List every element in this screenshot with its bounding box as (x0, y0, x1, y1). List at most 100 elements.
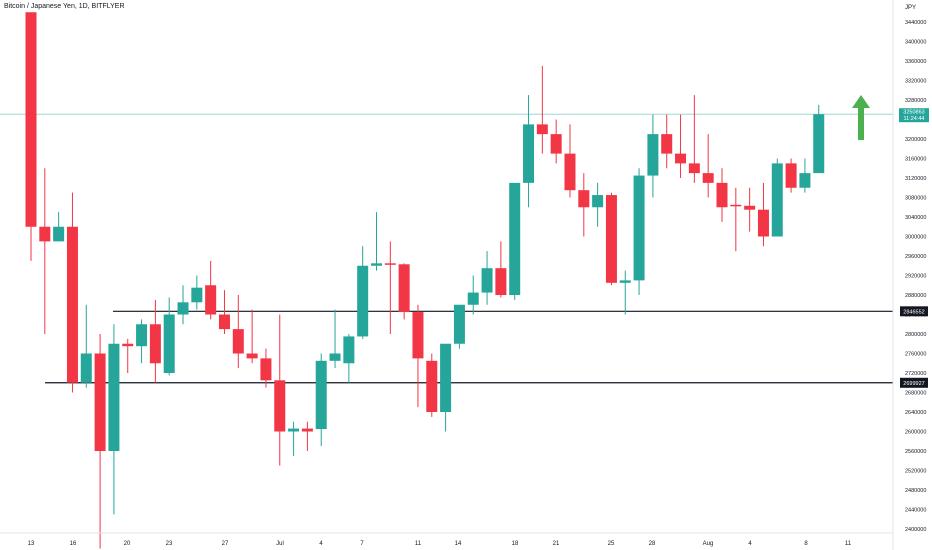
candle-body (702, 173, 714, 183)
candle-body (136, 324, 148, 347)
x-tick-label: 21 (553, 541, 560, 547)
candle-down[interactable] (66, 192, 78, 393)
up-arrow-annotation (852, 95, 870, 140)
candle-up[interactable] (453, 304, 465, 349)
candle-down[interactable] (301, 421, 313, 451)
candle-body (343, 336, 355, 364)
candle-down[interactable] (495, 241, 507, 298)
candle-up[interactable] (343, 334, 355, 383)
candle-body (605, 195, 617, 283)
y-tick-label: 2800000 (905, 332, 926, 338)
candle-down[interactable] (232, 295, 244, 369)
candle-down[interactable] (398, 263, 410, 320)
candle-down[interactable] (94, 334, 106, 549)
x-tick-label: 4 (319, 541, 323, 547)
candle-down[interactable] (661, 114, 673, 169)
candle-down[interactable] (688, 95, 700, 183)
y-tick-label: 2400000 (905, 527, 926, 533)
candle-body (688, 163, 700, 174)
candle-up[interactable] (329, 309, 341, 369)
candle-up[interactable] (108, 324, 120, 515)
candle-body (785, 163, 797, 188)
candle-down[interactable] (412, 304, 424, 408)
candle-down[interactable] (260, 348, 272, 388)
candle-down[interactable] (536, 65, 548, 154)
x-tick-label: 11 (415, 541, 422, 547)
y-tick-label: 3120000 (905, 176, 926, 182)
candle-down[interactable] (744, 187, 756, 232)
candle-down[interactable] (205, 260, 217, 320)
candle-down[interactable] (757, 182, 769, 247)
candle-down[interactable] (274, 314, 286, 466)
candle-down[interactable] (716, 168, 728, 222)
candle-up[interactable] (619, 270, 631, 315)
candle-up[interactable] (288, 421, 300, 456)
last-price-label: 3250863 11:24:44 (899, 108, 929, 123)
candle-body (495, 268, 507, 295)
candle-body (39, 226, 51, 242)
candle-body (205, 285, 217, 315)
candle-up[interactable] (177, 285, 189, 325)
candle-body (467, 292, 479, 305)
candle-down[interactable] (550, 119, 562, 164)
candle-up[interactable] (647, 114, 659, 198)
candle-body (619, 280, 631, 283)
x-axis-ticks[interactable]: 13 16 20 23 27 Jul 4 7 11 14 18 21 25 28 Aug 4 8 11 (28, 541, 852, 547)
candle-down[interactable] (39, 168, 51, 334)
candle-body (481, 268, 493, 293)
y-tick-label: 2680000 (905, 391, 926, 397)
x-tick-label: Jul (276, 541, 284, 547)
candle-down[interactable] (384, 241, 396, 334)
candle-down[interactable] (25, 12, 37, 261)
candle-down[interactable] (730, 187, 742, 252)
candle-up[interactable] (481, 251, 493, 305)
candle-body (177, 302, 189, 315)
candle-up[interactable] (53, 212, 65, 242)
y-tick-label: 3160000 (905, 157, 926, 163)
candle-up[interactable] (633, 168, 645, 295)
candle-up[interactable] (371, 212, 382, 271)
candle-body (633, 175, 645, 281)
candle-up[interactable] (191, 275, 203, 310)
candle-up[interactable] (315, 353, 327, 447)
candle-up[interactable] (592, 182, 604, 227)
up-arrow-icon[interactable] (852, 95, 870, 140)
candle-body (357, 265, 369, 337)
candle-down[interactable] (675, 114, 687, 178)
candle-body (66, 226, 78, 383)
level-label-box (900, 306, 928, 317)
candle-down[interactable] (785, 158, 797, 193)
y-tick-label: 2920000 (905, 274, 926, 280)
candle-body (675, 153, 687, 164)
candle-up[interactable] (163, 297, 175, 376)
candle-down[interactable] (702, 134, 714, 198)
x-tick-label: 23 (166, 541, 173, 547)
candle-down[interactable] (218, 290, 230, 334)
candle-down[interactable] (426, 353, 438, 417)
candle-up[interactable] (467, 275, 479, 315)
candle-down[interactable] (246, 309, 258, 364)
candle-down[interactable] (564, 124, 576, 198)
y-tick-label: 3400000 (905, 40, 926, 46)
x-tick-label: 8 (804, 541, 808, 547)
candle-body (730, 204, 742, 207)
candle-up[interactable] (357, 246, 369, 339)
candle-up[interactable] (523, 95, 535, 208)
candle-down[interactable] (578, 173, 590, 237)
x-tick-label: 13 (28, 541, 35, 547)
candle-up[interactable] (136, 319, 148, 364)
candle-up[interactable] (771, 158, 783, 237)
candle-body (315, 360, 327, 430)
y-tick-label: 2480000 (905, 488, 926, 494)
x-tick-label: 16 (70, 541, 77, 547)
candle-up[interactable] (813, 104, 825, 174)
candle-up[interactable] (799, 158, 811, 193)
candle-down[interactable] (149, 299, 161, 383)
candle-up[interactable] (80, 304, 92, 388)
candle-up[interactable] (509, 182, 521, 300)
candle-down[interactable] (605, 192, 617, 286)
candle-down[interactable] (122, 338, 134, 373)
candle-up[interactable] (440, 343, 452, 432)
candle-body (218, 314, 230, 330)
